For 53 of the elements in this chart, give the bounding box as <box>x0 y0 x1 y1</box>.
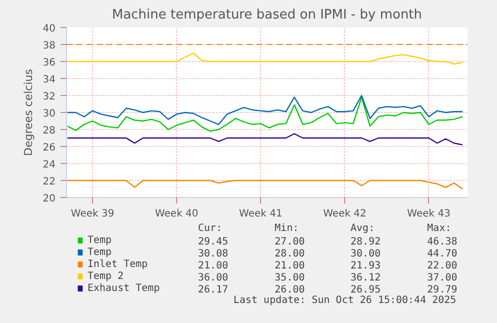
legend-label: Temp <box>87 235 112 246</box>
text: 46.38 <box>427 236 458 248</box>
y-tick-label: 24 <box>42 160 56 170</box>
legend-label: Temp 2 <box>87 271 124 282</box>
text: 36.00 <box>198 272 228 284</box>
y-tick-label: 34 <box>42 74 56 86</box>
text: Avg: <box>350 223 375 234</box>
x-tick-label: Week 42 <box>323 208 366 220</box>
text: 21.93 <box>350 260 381 272</box>
line-series <box>66 180 464 190</box>
y-tick-label: 40 <box>42 24 56 34</box>
text: 28.00 <box>274 248 305 260</box>
legend-label: Inlet Temp <box>87 259 148 270</box>
text: 22.00 <box>427 260 458 272</box>
y-tick-label: 26 <box>42 142 56 154</box>
x-tick-label: Week 41 <box>239 208 282 220</box>
text: 30.00 <box>350 248 381 260</box>
text: 36.12 <box>350 272 381 284</box>
text: 29.79 <box>427 284 458 296</box>
text: 26.17 <box>198 284 228 296</box>
y-tick-label: 38 <box>42 40 56 52</box>
y-tick-label: 28 <box>42 126 56 136</box>
y-tick-label: 22 <box>42 176 56 188</box>
text: 27.00 <box>274 236 305 248</box>
line-series <box>66 52 464 65</box>
text: Min: <box>274 223 299 234</box>
line-series <box>66 96 464 132</box>
x-tick-label: Week 43 <box>407 208 450 220</box>
line-series <box>66 133 464 146</box>
text: 26.00 <box>274 284 305 296</box>
text: 21.00 <box>198 260 228 272</box>
text: 29.45 <box>198 236 228 248</box>
legend-label: Temp <box>87 247 112 258</box>
legend-label: Exhaust Temp <box>87 283 160 294</box>
text: 26.95 <box>350 284 381 296</box>
text: 44.70 <box>427 248 458 260</box>
line-series <box>66 94 464 125</box>
text: Last update: Sun Oct 26 15:00:44 2025 <box>233 295 456 306</box>
text: 37.00 <box>427 272 458 284</box>
text: Max: <box>427 223 452 234</box>
text: 28.92 <box>350 236 381 248</box>
x-tick-label: Week 40 <box>154 208 198 220</box>
x-tick-label: Week 39 <box>70 208 114 220</box>
y-tick-label: 36 <box>42 58 56 68</box>
y-axis-title: Degrees celcius <box>22 68 35 156</box>
y-tick-label: 20 <box>42 194 56 204</box>
text: 35.00 <box>274 272 305 284</box>
text: 21.00 <box>274 260 305 272</box>
text: 30.08 <box>198 248 228 260</box>
y-tick-label: 32 <box>42 92 56 102</box>
chart-title: Machine temperature based on IPMI - by month <box>112 8 422 22</box>
text: Cur: <box>198 223 222 234</box>
y-tick-label: 30 <box>42 108 56 120</box>
